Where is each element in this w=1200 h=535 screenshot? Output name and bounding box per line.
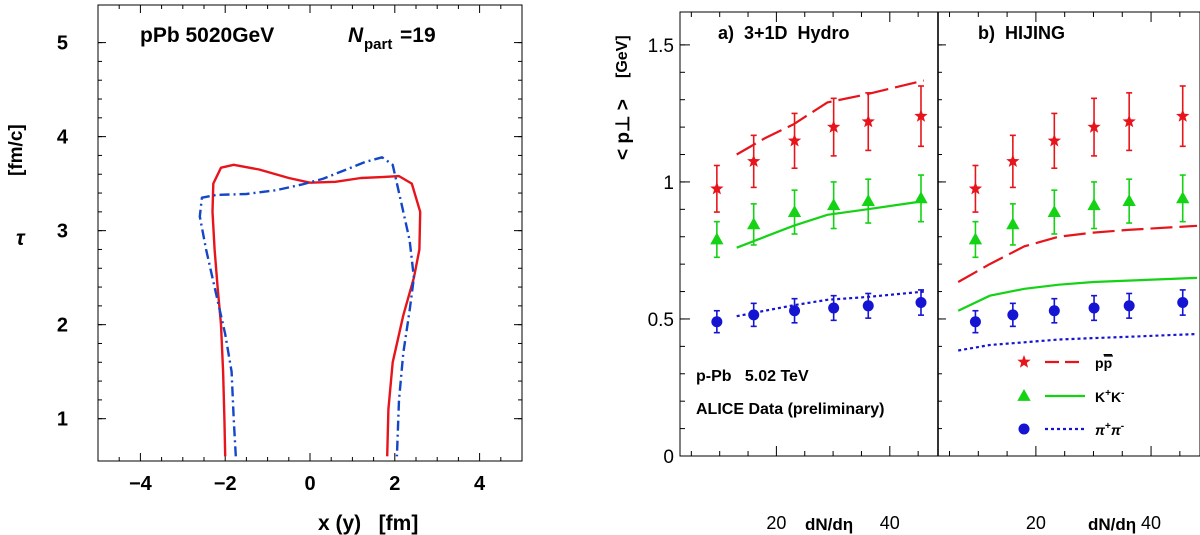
pion-marker [969, 316, 981, 328]
left-plot: −4 −2 0 2 4 1 2 3 4 5 pPb 5020GeV N part =19 x (y… [6, 4, 523, 535]
left-axis-ticks: −4 −2 0 2 4 1 2 3 4 5 [57, 5, 522, 495]
proton-marker [1006, 154, 1020, 167]
right-data-points [710, 85, 1190, 334]
proton-model-curve-hijing [957, 224, 1198, 283]
left-y-axis-symbol: τ [16, 227, 26, 250]
proton-marker [787, 133, 802, 147]
left-x-tick-label: 4 [474, 473, 486, 495]
npart-value: =19 [400, 24, 436, 47]
panel-b-label: b) HIJING [978, 23, 1065, 43]
left-x-tick-label: −4 [129, 473, 153, 495]
pion-marker [748, 309, 760, 321]
right-y-axis-unit: [GeV] [614, 35, 631, 78]
left-y-tick-label: 3 [57, 221, 68, 243]
proton-marker [968, 181, 983, 195]
freezeout-y-contour [198, 156, 416, 457]
legend-entry-pion: π+π- [1018, 421, 1124, 438]
right-plot: 0 0.5 1 1.5 20 40 20 40 a) 3+1D Hydro b) HIJING… [613, 11, 1200, 534]
data-source-label: ALICE Data (preliminary) [696, 401, 884, 418]
pion-marker [862, 300, 874, 312]
right-axis-ticks: 0 0.5 1 1.5 20 40 20 40 [648, 12, 1181, 533]
left-y-tick-label: 1 [57, 409, 68, 431]
right-x-axis-label-b: dN/dη [1088, 515, 1136, 534]
pion-marker [789, 305, 801, 317]
pion-marker [1007, 309, 1019, 321]
legend-label: pp [1095, 355, 1112, 371]
kaon-model-curve-hijing [957, 276, 1198, 312]
pion-model-curve-hijing [958, 332, 1198, 352]
kaon-model-curve-hydro [736, 200, 924, 249]
left-y-tick-label: 4 [57, 127, 69, 149]
kaon-marker [968, 232, 983, 245]
proton-marker [747, 154, 761, 167]
kaon-marker [1017, 389, 1031, 401]
pion-model-curve-hydro [736, 290, 924, 318]
right-y-tick-label: 0 [663, 447, 674, 468]
right-y-tick-label: 1.5 [648, 36, 674, 57]
panel-a-label: a) 3+1D Hydro [718, 23, 850, 43]
right-x-tick-label: 20 [766, 513, 786, 533]
left-x-tick-label: 0 [304, 473, 315, 495]
right-curves [736, 79, 1198, 352]
npart-label: N [348, 24, 364, 47]
npart-subscript: part [364, 36, 392, 53]
proton-marker [1176, 109, 1190, 122]
kaon-marker [1176, 191, 1190, 204]
left-plot-title: pPb 5020GeV [140, 24, 274, 47]
proton-marker [861, 114, 875, 128]
kaon-marker [861, 194, 875, 207]
kaon-marker [1122, 194, 1136, 207]
proton-marker [1017, 355, 1031, 368]
kaon-marker [710, 232, 724, 245]
proton-marker [914, 109, 928, 122]
right-y-tick-label: 0.5 [648, 310, 674, 331]
left-y-tick-label: 2 [57, 315, 68, 337]
right-x-tick-label: 20 [1026, 513, 1046, 533]
pion-marker [1123, 300, 1135, 312]
kaon-marker [1087, 198, 1101, 211]
freezeout-x-contour [211, 163, 422, 457]
left-curves [198, 156, 422, 457]
proton-marker [710, 181, 724, 195]
proton-marker [1122, 114, 1136, 128]
legend-entry-proton: pp [1017, 355, 1113, 371]
left-y-axis-unit: [fm/c] [6, 124, 27, 176]
proton-marker [1047, 133, 1061, 147]
pion-marker [1048, 305, 1060, 317]
kaon-marker [1047, 205, 1061, 217]
pion-marker [915, 297, 927, 309]
proton-marker [827, 120, 841, 133]
right-x-tick-label: 40 [1141, 513, 1161, 533]
left-plot-frame [97, 4, 523, 462]
proton-model-curve-hydro [736, 79, 925, 156]
right-x-axis-label-a: dN/dη [805, 515, 853, 534]
pion-marker [1088, 302, 1100, 314]
pion-marker [711, 316, 723, 328]
kaon-marker [1006, 217, 1020, 230]
right-y-axis-label: < p⊥ > [613, 99, 634, 160]
kaon-marker [787, 205, 802, 217]
proton-marker [1087, 120, 1101, 133]
kaon-marker [914, 191, 928, 204]
right-x-tick-label: 40 [880, 513, 900, 533]
left-x-tick-label: −2 [214, 473, 237, 495]
pion-marker [1177, 297, 1189, 309]
legend-entry-kaon: K+K- [1017, 388, 1124, 405]
left-x-tick-label: 2 [389, 473, 400, 495]
left-x-axis-label: x (y) [fm] [318, 512, 418, 535]
right-y-tick-label: 1 [663, 173, 674, 194]
left-y-tick-label: 5 [57, 33, 68, 55]
collision-label: p-Pb 5.02 TeV [696, 368, 809, 385]
kaon-marker [747, 217, 761, 230]
pion-marker [828, 302, 840, 314]
legend-label: K+K- [1095, 388, 1124, 405]
pion-marker [1018, 423, 1030, 435]
legend-label: π+π- [1095, 421, 1124, 438]
legend: pp K+K-π+π- [1017, 355, 1124, 438]
kaon-marker [827, 198, 841, 211]
